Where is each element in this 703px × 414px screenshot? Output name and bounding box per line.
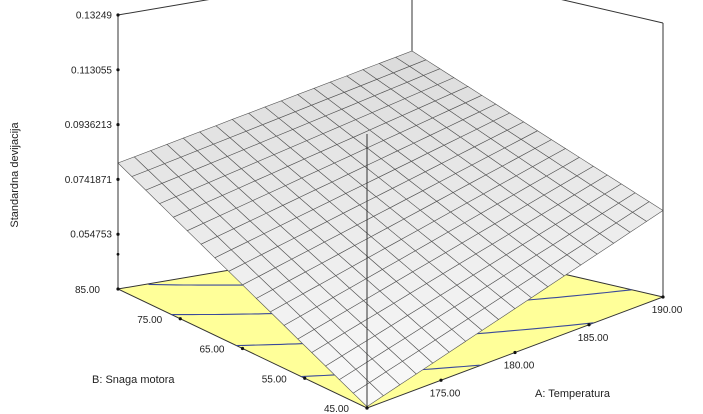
z-tick-label: 0.13249	[76, 11, 113, 22]
a-tick-mark	[587, 323, 591, 327]
a-tick-mark	[439, 378, 443, 382]
a-tick-label: 185.00	[578, 333, 609, 344]
a-tick-label: 190.00	[652, 305, 683, 316]
a-tick-label: 175.00	[430, 388, 461, 399]
z-tick-label: 0.0741871	[65, 175, 113, 186]
b-axis-title: B: Snaga motora	[92, 374, 175, 386]
b-tick-label: 65.00	[199, 345, 224, 356]
b-tick-mark	[240, 346, 245, 351]
b-tick-mark	[116, 287, 120, 291]
box-front-edges	[117, 15, 664, 408]
z-tick-mark	[116, 13, 120, 17]
z-tick-mark	[116, 68, 120, 72]
z-tick-label: 0.054753	[70, 230, 112, 241]
a-tick-mark	[513, 350, 517, 355]
z-tick-mark	[116, 177, 120, 182]
box-edge-top-right	[561, 0, 664, 24]
b-tick-label: 55.00	[262, 374, 287, 385]
b-tick-label: 45.00	[324, 404, 349, 414]
a-tick-mark	[661, 295, 665, 299]
z-tick-mark	[116, 232, 120, 236]
z-tick-mark	[116, 252, 120, 256]
b-tick-mark	[303, 376, 307, 380]
a-tick-mark	[365, 406, 369, 410]
z-axis-title: Standardna devijacija	[9, 122, 21, 228]
b-tick-label: 85.00	[75, 285, 100, 296]
z-tick-label: 0.0936213	[65, 120, 113, 131]
axis-ticks: 0.054753 0.0741871 0.0936213 0.113055 0.1324…	[65, 11, 683, 414]
z-tick-mark	[116, 123, 120, 127]
surface-cell	[395, 50, 427, 67]
z-tick-label: 0.113055	[71, 65, 112, 76]
b-tick-label: 75.00	[137, 315, 162, 326]
box-edge-top-left	[117, 0, 210, 16]
x-axis-title: A: Temperatura	[535, 388, 611, 400]
response-surface	[117, 50, 664, 407]
a-tick-label: 180.00	[504, 361, 535, 372]
b-tick-mark	[178, 317, 182, 321]
